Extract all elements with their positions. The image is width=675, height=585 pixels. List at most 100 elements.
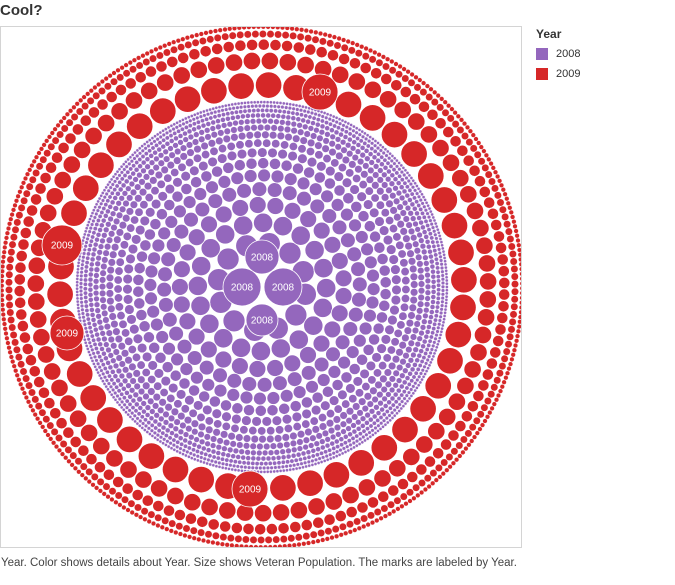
bubble-2008[interactable] <box>171 127 176 132</box>
bubble-2008[interactable] <box>198 114 203 119</box>
bubble-2008[interactable] <box>436 291 441 297</box>
bubble-2009[interactable] <box>1 254 7 260</box>
bubble-2008[interactable] <box>140 426 145 430</box>
bubble-2008[interactable] <box>251 181 268 198</box>
bubble-2008[interactable] <box>221 421 232 432</box>
bubble-2008[interactable] <box>80 307 85 312</box>
bubble-2008[interactable] <box>440 277 445 282</box>
bubble-2008[interactable] <box>388 254 400 265</box>
bubble-2008[interactable] <box>233 215 254 236</box>
bubble-2008[interactable] <box>430 225 436 230</box>
bubble-2009[interactable] <box>177 51 190 64</box>
bubble-2008[interactable] <box>259 470 263 474</box>
bubble-2008[interactable] <box>103 323 111 331</box>
bubble-2008[interactable] <box>178 123 183 128</box>
bubble-2008[interactable] <box>250 465 255 470</box>
bubble-2009[interactable] <box>134 71 147 84</box>
bubble-2008[interactable] <box>162 410 170 418</box>
bubble-2008[interactable] <box>410 288 419 297</box>
bubble-2009[interactable] <box>352 527 358 533</box>
bubble-2009[interactable] <box>42 415 51 424</box>
bubble-2008[interactable] <box>163 155 171 163</box>
bubble-2008[interactable] <box>388 375 396 383</box>
bubble-2008[interactable] <box>213 459 218 465</box>
bubble-2008[interactable] <box>325 408 336 419</box>
bubble-2008[interactable] <box>431 326 437 331</box>
bubble-2009[interactable] <box>380 120 409 149</box>
bubble-2008[interactable] <box>306 156 318 168</box>
bubble-2008[interactable] <box>110 342 118 350</box>
bubble-2009[interactable] <box>490 218 503 232</box>
bubble-2008[interactable] <box>431 343 436 348</box>
bubble-2008[interactable] <box>334 454 339 458</box>
bubble-2009[interactable] <box>356 525 362 531</box>
bubble-2009[interactable] <box>92 91 101 100</box>
bubble-2009[interactable] <box>389 58 395 65</box>
bubble-2009[interactable] <box>47 142 56 151</box>
bubble-2008[interactable] <box>431 244 437 249</box>
bubble-2008[interactable] <box>215 444 222 451</box>
bubble-2008[interactable] <box>296 438 304 446</box>
bubble-2008[interactable] <box>282 468 286 473</box>
bubble-2009[interactable] <box>164 526 170 532</box>
bubble-2008[interactable] <box>433 313 439 319</box>
bubble-2009[interactable] <box>177 531 183 537</box>
bubble-2008[interactable] <box>122 167 127 172</box>
bubble-2009[interactable] <box>481 148 487 154</box>
bubble-2008[interactable] <box>412 327 419 334</box>
bubble-2008[interactable] <box>182 136 189 143</box>
bubble-2008[interactable] <box>264 108 270 113</box>
bubble-2008[interactable] <box>194 201 211 218</box>
bubble-2008[interactable] <box>350 422 357 429</box>
bubble-2008[interactable] <box>130 397 137 404</box>
bubble-2009[interactable] <box>430 98 439 106</box>
bubble-2008[interactable] <box>148 153 154 159</box>
bubble-2008[interactable] <box>180 170 192 182</box>
bubble-2008[interactable] <box>158 297 174 313</box>
bubble-2009[interactable] <box>228 31 237 40</box>
bubble-2008[interactable] <box>187 123 193 128</box>
bubble-2008[interactable] <box>444 272 449 276</box>
bubble-2008[interactable] <box>104 384 108 389</box>
bubble-2008[interactable] <box>192 153 203 164</box>
bubble-2008[interactable] <box>149 141 154 146</box>
bubble-2008[interactable] <box>273 449 280 456</box>
bubble-2008[interactable] <box>389 395 396 402</box>
bubble-2008[interactable] <box>122 173 128 178</box>
bubble-2008[interactable] <box>164 130 170 135</box>
bubble-2008[interactable] <box>162 341 176 356</box>
bubble-2008[interactable] <box>397 409 401 413</box>
bubble-2008[interactable] <box>117 180 123 185</box>
bubble-2009[interactable] <box>105 449 124 468</box>
bubble-2008[interactable] <box>91 351 96 356</box>
bubble-2008[interactable] <box>187 455 191 459</box>
bubble-2009[interactable] <box>481 164 490 172</box>
bubble-2008[interactable] <box>315 432 323 440</box>
bubble-2008[interactable] <box>266 404 279 417</box>
bubble-2008[interactable] <box>154 351 167 364</box>
bubble-2008[interactable] <box>368 207 380 219</box>
bubble-2009[interactable] <box>187 534 193 540</box>
bubble-2009[interactable] <box>271 503 291 522</box>
bubble-2008[interactable] <box>202 460 206 465</box>
bubble-2009[interactable] <box>407 498 413 504</box>
bubble-2008[interactable] <box>437 231 441 235</box>
bubble-2008[interactable] <box>217 465 222 469</box>
bubble-2008[interactable] <box>75 286 79 291</box>
bubble-2008[interactable] <box>428 314 434 320</box>
bubble-2008[interactable] <box>196 444 202 450</box>
bubble-2008[interactable] <box>440 303 445 308</box>
bubble-2008[interactable] <box>101 351 107 357</box>
bubble-2008[interactable] <box>161 132 166 137</box>
bubble-2008[interactable] <box>112 205 119 212</box>
bubble-2009[interactable] <box>144 65 158 78</box>
bubble-2008[interactable] <box>187 327 206 346</box>
bubble-2009[interactable] <box>227 72 255 100</box>
bubble-2008[interactable] <box>169 124 174 128</box>
bubble-2008[interactable] <box>107 258 116 267</box>
bubble-2008[interactable] <box>428 231 433 237</box>
bubble-2008[interactable] <box>199 340 218 359</box>
bubble-2008[interactable] <box>230 467 234 472</box>
bubble-2009[interactable] <box>1 316 7 322</box>
bubble-2008[interactable] <box>393 391 399 398</box>
